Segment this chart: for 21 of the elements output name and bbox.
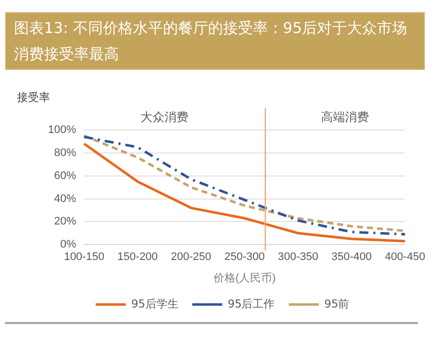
x-axis-title: 价格(人民币) (212, 271, 276, 284)
legend-label: 95前 (324, 297, 350, 310)
legend-label: 95后工作 (228, 297, 275, 310)
text: 大众消费 (140, 110, 189, 124)
legend-label: 95后学生 (131, 297, 178, 310)
y-tick-label: 60% (54, 170, 76, 182)
y-axis-title: 接受率 (17, 90, 50, 105)
x-tick-label: 100-150 (64, 251, 104, 264)
x-tick-label: 350-400 (331, 251, 372, 264)
x-tick-label: 300-350 (278, 251, 318, 264)
x-tick-label: 200-250 (170, 251, 212, 264)
x-tick-label: 250-300 (224, 251, 265, 264)
text: 高端消费 (321, 110, 370, 124)
y-tick-label: 80% (54, 146, 76, 159)
y-tick-label: 0% (60, 238, 76, 251)
y-tick-label: 40% (54, 192, 76, 205)
x-tick-label: 400-450 (384, 251, 426, 264)
y-tick-label: 100% (48, 124, 76, 136)
y-tick-label: 20% (54, 216, 76, 228)
x-tick-label: 150-200 (117, 251, 158, 264)
chart-title: 图表13: 不同价格水平的餐厅的接受率：95后对于大众市场消费接受率最高 (5, 12, 425, 70)
